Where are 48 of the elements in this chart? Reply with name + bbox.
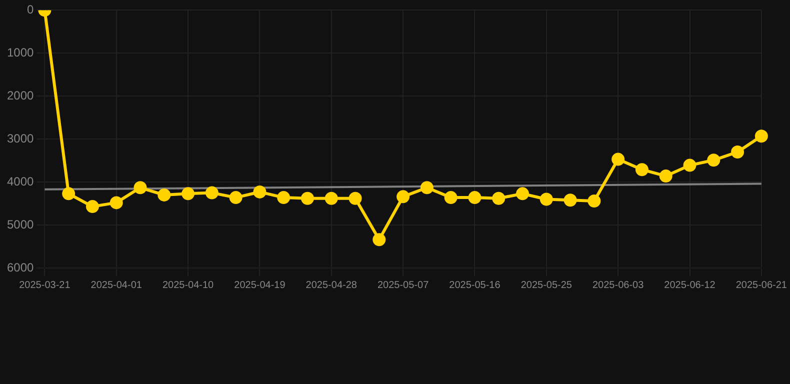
x-tick-label: 2025-04-19 [234,280,286,291]
point [492,192,506,205]
x-tick-label: 2025-05-07 [377,280,430,291]
point [324,192,338,205]
point [62,187,76,200]
point [516,187,530,200]
point [158,188,171,202]
point [540,192,553,206]
point [468,191,482,204]
point [229,191,242,204]
point [396,190,410,204]
point [444,191,458,204]
y-tick-label: 2000 [6,88,34,102]
point [110,196,123,210]
x-tick-label: 2025-03-21 [19,280,71,291]
point [134,181,147,194]
point [348,192,362,205]
y-tick-label: 3000 [6,131,34,146]
point [707,154,720,167]
point [277,191,290,204]
point [731,145,744,158]
point [420,181,434,194]
x-tick-label: 2025-06-03 [592,280,644,291]
y-tick-label: 4000 [6,174,34,188]
x-tick-label: 2025-06-21 [736,280,788,291]
y-tick-label: 1000 [6,45,34,60]
point [564,194,577,207]
x-tick-label: 2025-05-25 [520,280,572,291]
point [182,187,195,200]
x-tick-label: 2025-06-12 [664,280,716,291]
point [86,200,99,214]
point [612,152,625,166]
point [659,170,672,183]
point [683,158,696,172]
y-tick-label: 6000 [6,260,34,274]
x-tick-label: 2025-04-01 [90,280,142,291]
x-tick-label: 2025-05-16 [449,280,501,291]
point [588,194,601,208]
point [253,185,266,198]
point [300,192,314,205]
y-tick-label: 5000 [6,217,34,232]
x-tick-label: 2025-04-10 [162,280,214,291]
point [205,186,218,200]
point [372,233,386,246]
x-tick-label: 2025-04-28 [306,280,358,291]
point [635,163,648,176]
y-tick-label: 0 [27,2,34,17]
point [754,130,768,143]
